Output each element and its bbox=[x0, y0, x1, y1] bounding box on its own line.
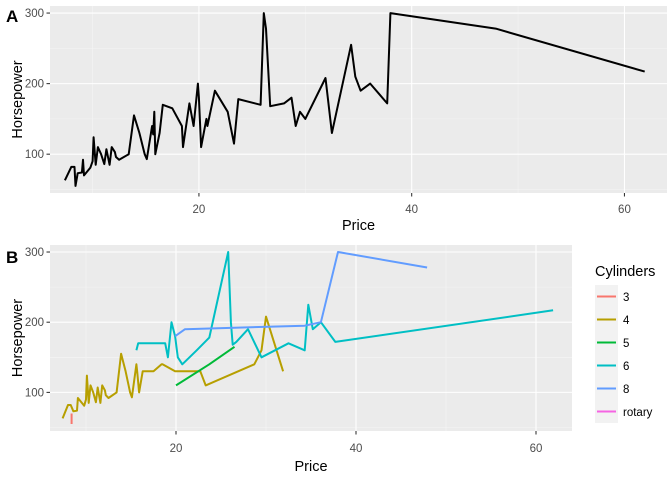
legend-label-5: 5 bbox=[623, 338, 629, 350]
x-tick-label: 40 bbox=[350, 443, 363, 455]
legend-label-rotary: rotary bbox=[623, 407, 653, 419]
panel-tag: A bbox=[6, 7, 18, 26]
y-tick-label: 100 bbox=[25, 149, 44, 161]
x-tick-label: 20 bbox=[193, 204, 206, 216]
panel-A: A 20 40 60 100 200 300 Price Horsepower bbox=[6, 6, 667, 234]
x-tick-label: 60 bbox=[530, 443, 543, 455]
panel-B: B 20 40 60 100 200 300 Price Horsepower Cylinders… bbox=[6, 245, 655, 475]
y-tick-label: 300 bbox=[25, 8, 44, 20]
y-tick-label: 100 bbox=[25, 387, 44, 399]
series-line-6 bbox=[135, 251, 554, 366]
legend-label-4: 4 bbox=[623, 315, 630, 327]
y-tick-label: 200 bbox=[25, 317, 44, 329]
legend: Cylinders 3 4 5 6 8 rotary bbox=[595, 264, 655, 423]
x-axis-title: Price bbox=[342, 218, 375, 234]
x-tick-label: 40 bbox=[405, 204, 418, 216]
plot-background bbox=[50, 6, 667, 193]
series-line-5 bbox=[175, 345, 236, 387]
x-tick-label: 20 bbox=[170, 443, 183, 455]
legend-label-8: 8 bbox=[623, 384, 629, 396]
x-tick-label: 60 bbox=[618, 204, 631, 216]
series-line-0 bbox=[63, 12, 645, 187]
x-axis-title: Price bbox=[294, 459, 327, 475]
y-axis-title: Horsepower bbox=[10, 60, 26, 138]
y-tick-label: 300 bbox=[25, 247, 44, 259]
y-axis-title: Horsepower bbox=[10, 299, 26, 377]
series-line-4 bbox=[61, 315, 285, 419]
legend-label-3: 3 bbox=[623, 292, 629, 304]
series-line-8 bbox=[174, 251, 428, 338]
legend-title: Cylinders bbox=[595, 264, 655, 280]
legend-label-6: 6 bbox=[623, 361, 629, 373]
y-tick-label: 200 bbox=[25, 79, 44, 91]
panel-tag: B bbox=[6, 248, 18, 267]
plot-background bbox=[50, 245, 572, 431]
